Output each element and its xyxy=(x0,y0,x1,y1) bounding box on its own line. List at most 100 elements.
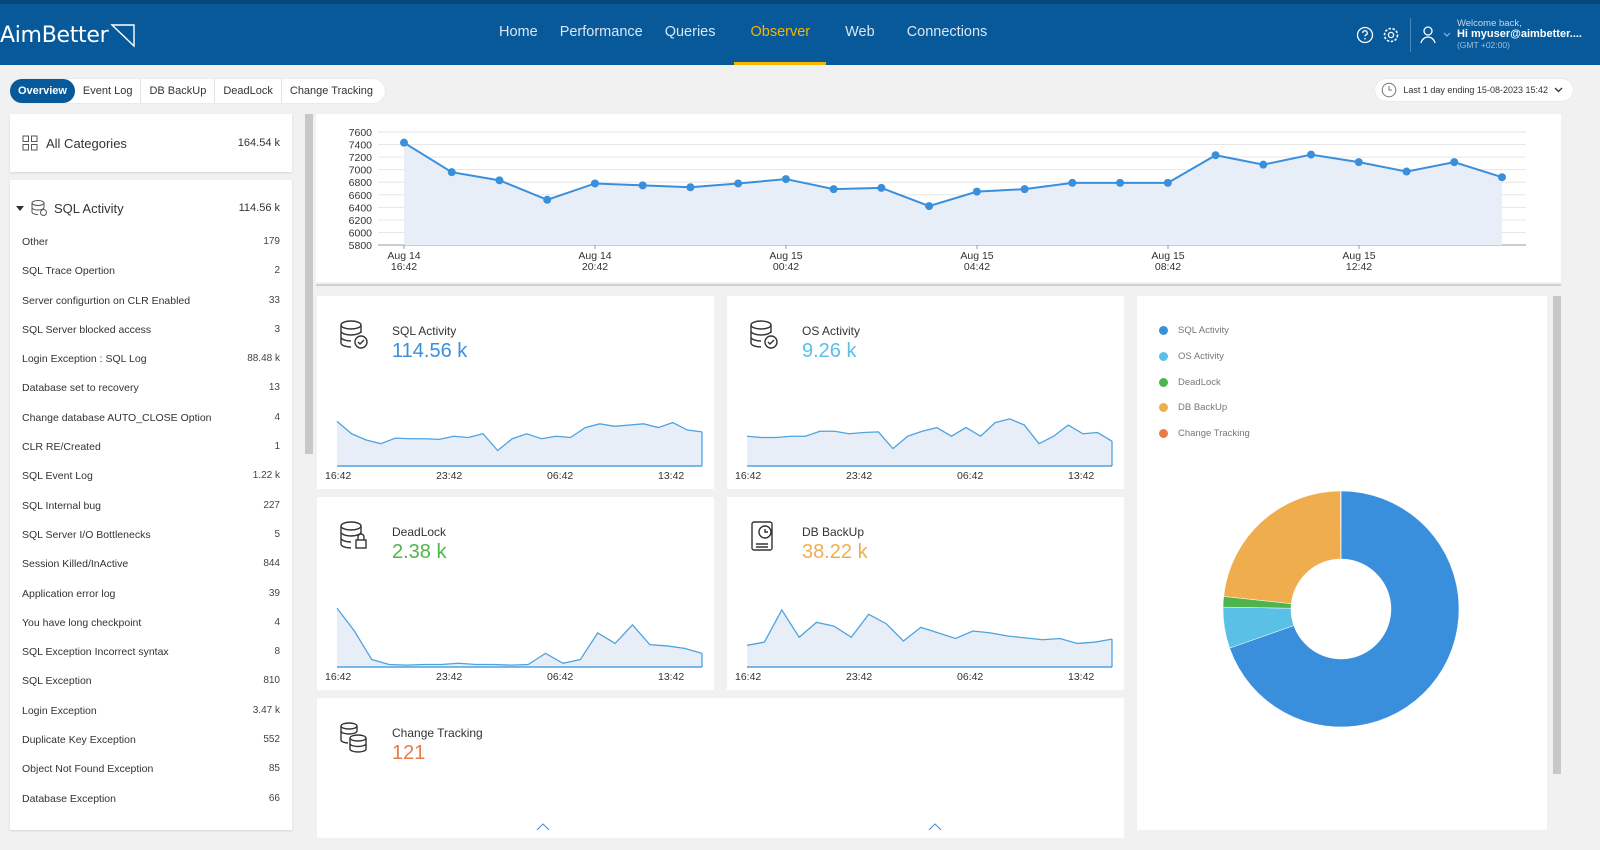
left-scrollbar[interactable] xyxy=(305,114,313,454)
data-point[interactable] xyxy=(1259,160,1268,169)
stat-card-sql-activity[interactable]: SQL Activity 114.56 k 16:42 23:42 06:42 13:… xyxy=(317,296,714,489)
category-row[interactable]: Change database AUTO_CLOSE Option 4 xyxy=(22,412,280,441)
nav-connections[interactable]: Connections xyxy=(906,24,988,40)
data-point[interactable] xyxy=(1163,178,1172,187)
category-row[interactable]: Application error log 39 xyxy=(22,588,280,617)
category-count: 4 xyxy=(274,616,280,628)
data-point[interactable] xyxy=(1211,151,1220,160)
data-point[interactable] xyxy=(972,187,981,196)
tab-event-log[interactable]: Event Log xyxy=(75,79,142,103)
nav-home[interactable]: Home xyxy=(499,24,538,40)
donut-chart xyxy=(1222,490,1460,728)
data-point[interactable] xyxy=(781,175,790,184)
category-row[interactable]: SQL Exception Incorrect syntax 8 xyxy=(22,646,280,675)
chevron-down-icon xyxy=(1443,32,1451,37)
help-icon[interactable] xyxy=(1352,22,1378,48)
settings-icon[interactable] xyxy=(1378,22,1404,48)
series-line xyxy=(403,141,1503,208)
stat-card-db-backup[interactable]: DB BackUp 38.22 k 16:42 23:42 06:42 13:42 xyxy=(727,497,1124,690)
data-point[interactable] xyxy=(590,179,599,188)
category-row[interactable]: SQL Internal bug 227 xyxy=(22,500,280,529)
category-row[interactable]: CLR RE/Created 1 xyxy=(22,441,280,470)
nav-web[interactable]: Web xyxy=(845,24,875,40)
data-point[interactable] xyxy=(686,183,695,192)
data-point[interactable] xyxy=(877,183,886,192)
stat-card-change-tracking[interactable]: Change Tracking 121 xyxy=(317,698,1124,838)
category-row[interactable]: Duplicate Key Exception 552 xyxy=(22,734,280,763)
data-point[interactable] xyxy=(400,138,408,147)
sparkline-tick-label: 06:42 xyxy=(547,671,573,683)
stat-value: 2.38 k xyxy=(392,541,447,563)
legend-label: Change Tracking xyxy=(1178,428,1250,440)
time-range-selector[interactable]: Last 1 day ending 15-08-2023 15:42 xyxy=(1375,79,1573,101)
tab-overview[interactable]: Overview xyxy=(10,79,75,103)
category-row[interactable]: Login Exception : SQL Log 88.48 k xyxy=(22,353,280,382)
data-point[interactable] xyxy=(495,176,504,185)
all-categories[interactable]: All Categories 164.54 k xyxy=(10,114,292,172)
legend-label: SQL Activity xyxy=(1178,325,1229,337)
aimbetter-logo[interactable]: AimBetter xyxy=(0,22,136,48)
data-point[interactable] xyxy=(925,202,934,211)
data-point[interactable] xyxy=(543,195,552,204)
data-point[interactable] xyxy=(1498,173,1506,182)
user-timezone: (GMT +02:00) xyxy=(1456,40,1510,50)
donut-slice-change-tracking[interactable] xyxy=(1340,490,1342,560)
category-count: 179 xyxy=(263,236,280,247)
data-point[interactable] xyxy=(829,185,838,194)
tab-deadlock[interactable]: DeadLock xyxy=(215,79,282,103)
legend-item-db-backup[interactable]: DB BackUp xyxy=(1159,395,1250,421)
category-row[interactable]: Login Exception 3.47 k xyxy=(22,705,280,734)
category-count: 39 xyxy=(268,587,280,599)
data-point[interactable] xyxy=(1450,158,1459,167)
category-count: 3.47 k xyxy=(252,704,280,716)
data-point[interactable] xyxy=(1068,178,1077,187)
stat-value: 9.26 k xyxy=(802,340,857,362)
data-point[interactable] xyxy=(1307,150,1316,159)
data-point[interactable] xyxy=(447,168,456,177)
category-row[interactable]: Object Not Found Exception 85 xyxy=(22,763,280,792)
category-row[interactable]: Session Killed/InActive 844 xyxy=(22,558,280,587)
category-row[interactable]: SQL Server blocked access 3 xyxy=(22,324,280,353)
nav-observer[interactable]: Observer xyxy=(734,4,826,65)
data-point[interactable] xyxy=(638,181,647,190)
category-label: SQL Exception xyxy=(22,675,92,688)
legend-item-sql-activity[interactable]: SQL Activity xyxy=(1159,318,1250,344)
data-point[interactable] xyxy=(1402,167,1411,176)
user-menu[interactable]: Welcome back, Hi myuser@aimbetter.... (G… xyxy=(1419,18,1600,51)
top-navigation-bar: AimBetter Home Performance Queries Obser… xyxy=(0,0,1600,65)
category-row[interactable]: Server configurtion on CLR Enabled 33 xyxy=(22,295,280,324)
category-list: Other 179 SQL Trace Opertion 2 Server config… xyxy=(10,236,292,822)
category-row[interactable]: SQL Event Log 1.22 k xyxy=(22,470,280,499)
data-point[interactable] xyxy=(734,179,743,188)
legend-item-os-activity[interactable]: OS Activity xyxy=(1159,344,1250,370)
category-row[interactable]: Other 179 xyxy=(22,236,280,265)
x-tick-label: 00:42 xyxy=(773,261,799,273)
legend-item-change-tracking[interactable]: Change Tracking xyxy=(1159,421,1250,447)
data-point[interactable] xyxy=(1116,178,1125,187)
category-count: 5 xyxy=(274,528,280,540)
category-row[interactable]: You have long checkpoint 4 xyxy=(22,617,280,646)
data-point[interactable] xyxy=(1354,158,1363,167)
category-count: 810 xyxy=(263,675,280,687)
category-row[interactable]: Database set to recovery 13 xyxy=(22,382,280,411)
donut-slice-db-backup[interactable] xyxy=(1223,490,1342,604)
category-label: Server configurtion on CLR Enabled xyxy=(22,294,191,307)
sparkline-tick-label: 13:42 xyxy=(1068,470,1094,482)
category-row[interactable]: Database Exception 66 xyxy=(22,793,280,822)
donut-slice-sql-activity[interactable] xyxy=(1229,490,1460,728)
category-row[interactable]: SQL Trace Opertion 2 xyxy=(22,265,280,294)
nav-performance[interactable]: Performance xyxy=(559,24,643,40)
stat-card-os-activity[interactable]: OS Activity 9.26 k 16:42 23:42 06:42 13:42 xyxy=(727,296,1124,489)
tab-change-tracking[interactable]: Change Tracking xyxy=(289,85,374,97)
sparkline-tick-label: 23:42 xyxy=(436,671,462,683)
stat-card-deadlock[interactable]: DeadLock 2.38 k 16:42 23:42 06:42 13:42 xyxy=(317,497,714,690)
legend-item-deadlock[interactable]: DeadLock xyxy=(1159,369,1250,395)
nav-queries[interactable]: Queries xyxy=(664,24,716,40)
tab-db-backup[interactable]: DB BackUp xyxy=(141,79,216,103)
category-row[interactable]: SQL Server I/O Bottlenecks 5 xyxy=(22,529,280,558)
right-scrollbar[interactable] xyxy=(1553,296,1561,774)
category-group-sql-activity[interactable]: SQL Activity 114.56 k xyxy=(10,180,292,236)
sparkline-line xyxy=(746,418,1113,450)
data-point[interactable] xyxy=(1020,185,1029,194)
category-row[interactable]: SQL Exception 810 xyxy=(22,675,280,704)
